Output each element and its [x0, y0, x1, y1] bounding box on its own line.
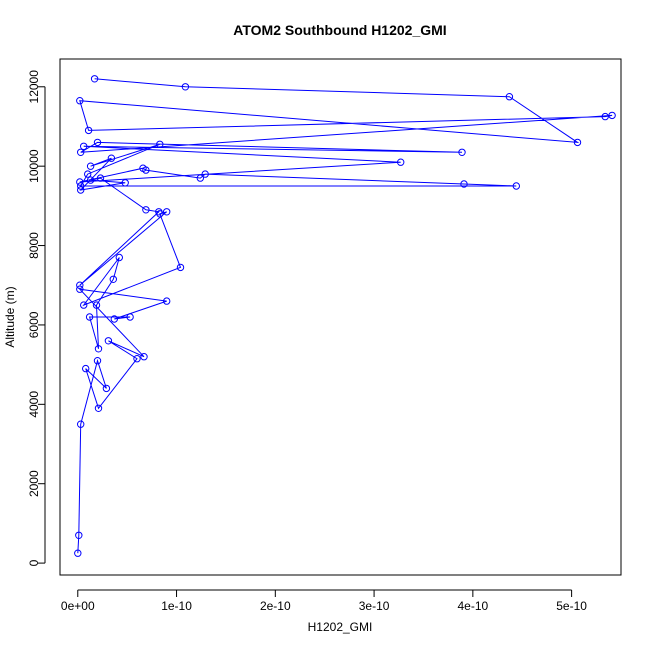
data-point — [156, 210, 164, 218]
data-point — [90, 75, 99, 83]
data-point — [156, 140, 164, 149]
data-point — [140, 353, 148, 361]
x-tick-label: 1e-10 — [161, 599, 192, 613]
y-tick-label: 2000 — [27, 470, 41, 497]
data-point — [77, 148, 85, 157]
x-tick-label: 0e+00 — [61, 599, 95, 613]
data-point — [82, 364, 90, 373]
y-tick-label: 10000 — [27, 149, 41, 183]
y-tick-label: 4000 — [27, 391, 41, 418]
data-point — [109, 275, 118, 283]
data-point — [76, 285, 84, 293]
data-point — [86, 162, 95, 170]
data-point — [77, 420, 85, 428]
data-point — [85, 313, 94, 321]
data-point — [104, 337, 113, 345]
data-point — [77, 182, 85, 190]
data-point — [460, 180, 468, 188]
data-point — [142, 206, 150, 214]
y-tick-label: 0 — [27, 559, 41, 566]
data-point — [94, 404, 103, 412]
data-point — [163, 297, 171, 305]
x-axis-label: H1202_GMI — [308, 620, 373, 634]
data-point — [96, 174, 105, 182]
data-point — [181, 83, 190, 91]
data-point — [75, 531, 83, 539]
y-axis-label: Altitude (m) — [3, 286, 17, 347]
x-axis: 0e+00 1e-10 2e-10 3e-10 4e-10 5e-10 — [61, 589, 587, 613]
data-point — [94, 345, 103, 353]
data-point — [80, 142, 88, 151]
data-point — [133, 355, 141, 363]
x-tick-label: 2e-10 — [260, 599, 291, 613]
data-point — [74, 549, 82, 557]
data-point — [80, 301, 88, 309]
data-point — [76, 178, 84, 186]
series-line — [77, 78, 613, 554]
data-point — [92, 301, 101, 309]
data-point — [93, 138, 102, 147]
x-tick-label: 3e-10 — [359, 599, 390, 613]
data-point — [76, 97, 84, 105]
data-point — [121, 179, 129, 187]
data-point — [110, 315, 119, 323]
data-point — [93, 357, 102, 365]
y-axis: 0 2000 4000 6000 8000 10000 12000 — [27, 70, 46, 566]
data-point — [84, 126, 93, 135]
data-point — [115, 253, 124, 262]
data-point — [102, 384, 111, 393]
series-layer — [74, 75, 616, 557]
data-point — [608, 111, 616, 120]
data-point — [573, 138, 582, 147]
data-point — [126, 313, 134, 321]
data-point — [397, 158, 405, 166]
data-point — [505, 93, 514, 101]
data-point — [76, 281, 84, 289]
data-point — [77, 186, 85, 194]
y-tick-label: 8000 — [27, 232, 41, 259]
data-point — [86, 176, 95, 184]
data-point — [512, 182, 520, 190]
data-point — [176, 263, 185, 272]
data-point — [84, 170, 92, 178]
y-tick-label: 6000 — [27, 311, 41, 338]
chart-title: ATOM2 Southbound H1202_GMI — [233, 22, 446, 38]
y-tick-label: 12000 — [27, 70, 41, 104]
data-point — [107, 154, 116, 162]
x-tick-label: 5e-10 — [556, 599, 587, 613]
x-tick-label: 4e-10 — [457, 599, 488, 613]
data-point — [201, 170, 209, 178]
data-point — [458, 148, 466, 157]
data-point — [142, 166, 150, 174]
data-point — [601, 112, 609, 121]
data-point — [163, 208, 171, 216]
plot-frame — [59, 58, 622, 576]
data-point — [196, 174, 205, 182]
